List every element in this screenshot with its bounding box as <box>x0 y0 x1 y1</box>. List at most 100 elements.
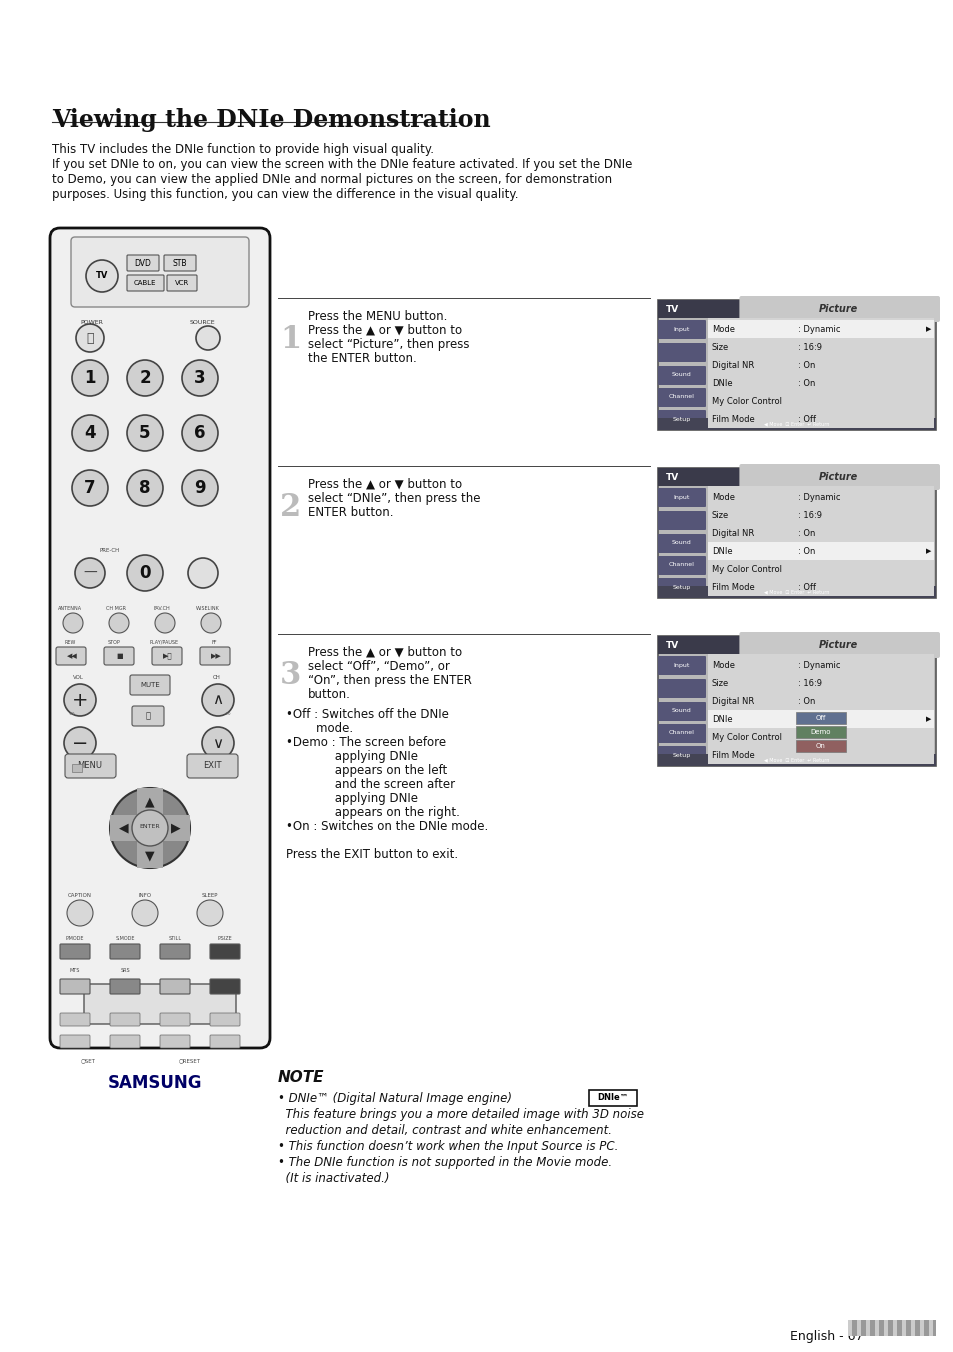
Bar <box>137 788 163 868</box>
Circle shape <box>86 260 118 292</box>
FancyBboxPatch shape <box>658 388 705 407</box>
Text: ■: ■ <box>116 653 123 658</box>
Text: TV: TV <box>665 304 679 314</box>
Circle shape <box>71 470 108 506</box>
FancyBboxPatch shape <box>187 754 237 777</box>
FancyBboxPatch shape <box>132 706 164 726</box>
Circle shape <box>71 360 108 396</box>
Circle shape <box>132 900 158 926</box>
FancyBboxPatch shape <box>167 274 196 291</box>
Text: : Dynamic: : Dynamic <box>797 661 840 669</box>
Text: ◀ Move  ⊡ Enter  ↵ Return: ◀ Move ⊡ Enter ↵ Return <box>763 589 829 595</box>
Text: purposes. Using this function, you can view the difference in the visual quality: purposes. Using this function, you can v… <box>52 188 518 201</box>
Text: Setup: Setup <box>672 753 690 757</box>
Text: appears on the right.: appears on the right. <box>286 806 459 819</box>
Text: ▼: ▼ <box>145 849 154 863</box>
Bar <box>795 713 845 725</box>
Text: If you set DNIe to on, you can view the screen with the DNIe feature activated. : If you set DNIe to on, you can view the … <box>52 158 632 170</box>
Text: •Off : Switches off the DNIe: •Off : Switches off the DNIe <box>286 708 449 721</box>
FancyBboxPatch shape <box>658 320 705 339</box>
Bar <box>707 410 933 429</box>
Text: Sound: Sound <box>672 708 691 714</box>
Text: Press the EXIT button to exit.: Press the EXIT button to exit. <box>286 848 457 861</box>
FancyBboxPatch shape <box>110 1036 140 1048</box>
Text: to Demo, you can view the applied DNIe and normal pictures on the screen, for de: to Demo, you can view the applied DNIe a… <box>52 173 612 187</box>
Bar <box>658 635 755 654</box>
Text: : On: : On <box>797 361 815 369</box>
Text: Film Mode: Film Mode <box>711 415 754 423</box>
Circle shape <box>132 810 168 846</box>
Text: ▶▶: ▶▶ <box>211 653 221 658</box>
FancyBboxPatch shape <box>60 1013 90 1026</box>
FancyBboxPatch shape <box>210 1036 240 1048</box>
Text: 8: 8 <box>139 479 151 498</box>
Bar <box>910 1320 914 1336</box>
Circle shape <box>67 900 92 926</box>
Bar <box>707 656 933 675</box>
Text: Mode: Mode <box>711 324 734 334</box>
Text: REW: REW <box>65 639 76 645</box>
Text: ○RESET: ○RESET <box>179 1059 201 1063</box>
Text: S.MODE: S.MODE <box>115 936 134 941</box>
Text: Setup: Setup <box>672 584 690 589</box>
Circle shape <box>127 415 163 452</box>
Text: DNIe: DNIe <box>711 714 732 723</box>
Circle shape <box>196 900 223 926</box>
Bar <box>847 1320 851 1336</box>
FancyBboxPatch shape <box>658 679 705 698</box>
FancyBboxPatch shape <box>104 648 133 665</box>
Text: Sound: Sound <box>672 541 691 545</box>
Text: STILL: STILL <box>169 936 181 941</box>
Text: Channel: Channel <box>668 395 694 399</box>
Text: My Color Control: My Color Control <box>711 396 781 406</box>
Text: This TV includes the DNIe function to provide high visual quality.: This TV includes the DNIe function to pr… <box>52 143 434 155</box>
Bar <box>658 300 935 430</box>
Text: and the screen after: and the screen after <box>286 777 455 791</box>
FancyBboxPatch shape <box>60 944 90 959</box>
FancyBboxPatch shape <box>127 256 159 270</box>
Bar <box>658 585 935 598</box>
Text: DNIe™: DNIe™ <box>597 1094 628 1102</box>
FancyBboxPatch shape <box>658 410 705 429</box>
Text: EXIT: EXIT <box>203 761 221 771</box>
Text: —: — <box>83 566 97 580</box>
Text: 9: 9 <box>194 479 206 498</box>
Bar <box>707 488 933 506</box>
Text: Press the MENU button.: Press the MENU button. <box>308 310 447 323</box>
Text: PLAY/PAUSE: PLAY/PAUSE <box>150 639 179 645</box>
Text: ◀ Move  ⊡ Enter  ↵ Return: ◀ Move ⊡ Enter ↵ Return <box>763 422 829 426</box>
Text: • This function doesn’t work when the Input Source is PC.: • This function doesn’t work when the In… <box>277 1140 618 1153</box>
Text: ○SET: ○SET <box>80 1059 95 1063</box>
FancyBboxPatch shape <box>658 534 705 553</box>
Text: : On: : On <box>797 529 815 538</box>
Text: ◀◀: ◀◀ <box>67 653 77 658</box>
Text: appears on the left: appears on the left <box>286 764 447 777</box>
Text: 🔇: 🔇 <box>146 711 151 721</box>
Text: “On”, then press the ENTER: “On”, then press the ENTER <box>308 675 472 687</box>
Text: This feature brings you a more detailed image with 3D noise: This feature brings you a more detailed … <box>277 1109 643 1121</box>
Text: (It is inactivated.): (It is inactivated.) <box>277 1172 389 1184</box>
Text: TV: TV <box>665 472 679 481</box>
Text: : Off: : Off <box>797 415 815 423</box>
Text: ENTER: ENTER <box>139 823 160 829</box>
Text: 3: 3 <box>280 660 301 691</box>
Text: Digital NR: Digital NR <box>711 696 754 706</box>
Text: PRE-CH: PRE-CH <box>100 548 120 553</box>
Text: 1: 1 <box>84 369 95 387</box>
FancyBboxPatch shape <box>50 228 270 1048</box>
Bar <box>658 754 935 767</box>
Text: 7: 7 <box>84 479 95 498</box>
Circle shape <box>195 326 220 350</box>
Text: °°: °° <box>69 713 75 719</box>
Text: • DNIe™ (Digital Natural Image engine): • DNIe™ (Digital Natural Image engine) <box>277 1092 516 1105</box>
Text: Viewing the DNIe Demonstration: Viewing the DNIe Demonstration <box>52 108 490 132</box>
Bar <box>928 1320 932 1336</box>
Bar <box>856 1320 861 1336</box>
Text: DNIe: DNIe <box>711 379 732 388</box>
Text: CABLE: CABLE <box>133 280 156 287</box>
Text: ◀: ◀ <box>119 822 129 834</box>
Bar <box>658 300 755 318</box>
FancyBboxPatch shape <box>127 274 164 291</box>
Circle shape <box>110 788 190 868</box>
Text: P.SIZE: P.SIZE <box>217 936 233 941</box>
